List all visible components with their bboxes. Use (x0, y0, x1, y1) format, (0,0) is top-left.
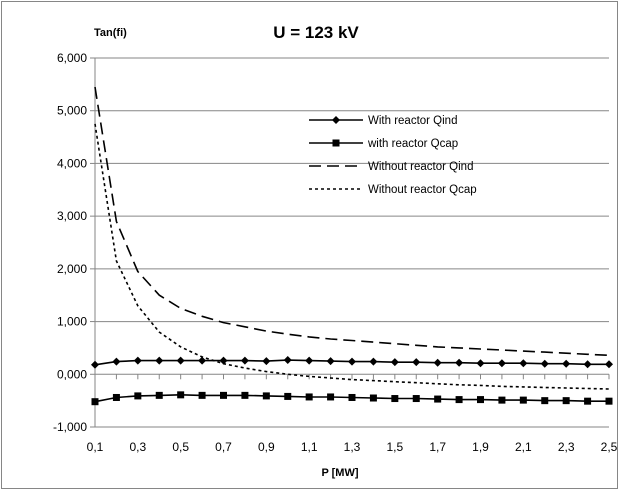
legend-marker-diamond (332, 116, 340, 124)
x-tick-label: 1,3 (344, 440, 361, 454)
diamond-marker (198, 356, 207, 365)
x-tick-label: 0,9 (258, 440, 275, 454)
diamond-marker (562, 359, 571, 368)
x-tick-label: 1,7 (429, 440, 446, 454)
diamond-marker (476, 359, 485, 368)
y-tick-label: 3,000 (57, 209, 87, 223)
diamond-marker (497, 359, 506, 368)
y-tick-label: 4,000 (57, 156, 87, 170)
x-tick-label: 2,1 (515, 440, 532, 454)
square-marker (91, 398, 99, 406)
y-tick-label: 0,000 (57, 367, 87, 381)
square-marker (177, 391, 185, 399)
y-tick-label: 1,000 (57, 315, 87, 329)
square-marker (262, 392, 270, 400)
x-tick-label: 2,3 (558, 440, 575, 454)
square-marker (155, 391, 163, 399)
legend-label-4: Without reactor Qcap (368, 184, 477, 196)
diamond-marker (412, 358, 421, 367)
square-marker (605, 397, 613, 405)
diamond-marker (240, 356, 249, 365)
series-line-4 (94, 123, 610, 390)
legend-label-3: Without reactor Qind (368, 161, 473, 173)
square-marker (369, 394, 377, 402)
square-marker (241, 391, 249, 399)
x-tick-label: 0,3 (129, 440, 146, 454)
y-tick-label: 2,000 (57, 262, 87, 276)
diamond-marker (91, 360, 99, 369)
square-marker (477, 396, 484, 404)
diamond-marker (112, 357, 121, 366)
square-marker (198, 391, 206, 399)
legend-marker-square (332, 139, 340, 147)
legend-label-1: With reactor Qind (368, 115, 457, 127)
diamond-marker (219, 356, 228, 365)
diamond-marker (326, 357, 335, 366)
square-marker (391, 395, 399, 403)
square-marker (498, 396, 506, 404)
diamond-marker (605, 360, 613, 369)
diamond-marker (348, 357, 356, 366)
x-tick-label: 1,1 (301, 440, 318, 454)
legend: With reactor Qind with reactor Qcap Withou… (309, 115, 477, 196)
diamond-marker (455, 358, 464, 367)
axis-layer (94, 58, 609, 427)
square-marker (519, 396, 527, 404)
x-tick-label: 1,5 (386, 440, 403, 454)
square-marker (412, 395, 420, 403)
square-marker (434, 395, 442, 403)
square-marker (327, 393, 335, 401)
diamond-marker (155, 356, 164, 365)
y-tick-label: 5,000 (57, 104, 87, 118)
series-line-3 (94, 86, 610, 357)
diamond-marker (583, 360, 592, 369)
square-marker (220, 391, 227, 399)
square-marker (134, 392, 142, 400)
diamond-marker (283, 356, 292, 365)
x-tick-label: 1,9 (472, 440, 489, 454)
square-marker (584, 397, 592, 405)
series-layer (91, 86, 613, 406)
tick-layer: -1,000 0,000 1,000 2,000 3,000 4,000 5,000 6,00… (53, 51, 618, 454)
square-marker (305, 393, 313, 401)
y-tick-label: 6,000 (57, 51, 87, 65)
legend-label-2: with reactor Qcap (367, 138, 458, 150)
chart-title: U = 123 kV (273, 23, 359, 42)
diamond-marker (262, 357, 271, 366)
diamond-marker (305, 356, 314, 365)
x-tick-label: 0,5 (172, 440, 189, 454)
diamond-marker (133, 356, 142, 365)
square-marker (541, 397, 549, 405)
y-tick-label: -1,000 (53, 420, 87, 434)
diamond-marker (390, 358, 399, 367)
square-marker (112, 393, 120, 401)
x-tick-label: 2,5 (601, 440, 618, 454)
diamond-marker (369, 357, 378, 366)
diamond-marker (540, 359, 549, 368)
square-marker (455, 396, 463, 404)
grid-layer (95, 57, 609, 428)
x-axis-title: P [MW] (321, 467, 358, 479)
square-marker (284, 392, 292, 400)
diamond-marker (519, 359, 528, 368)
diamond-marker (433, 358, 442, 367)
x-tick-label: 0,1 (87, 440, 104, 454)
square-marker (562, 397, 570, 405)
square-marker (348, 393, 356, 401)
x-tick-label: 0,7 (215, 440, 232, 454)
diamond-marker (176, 356, 185, 365)
y-axis-title: Tan(fi) (94, 27, 127, 39)
